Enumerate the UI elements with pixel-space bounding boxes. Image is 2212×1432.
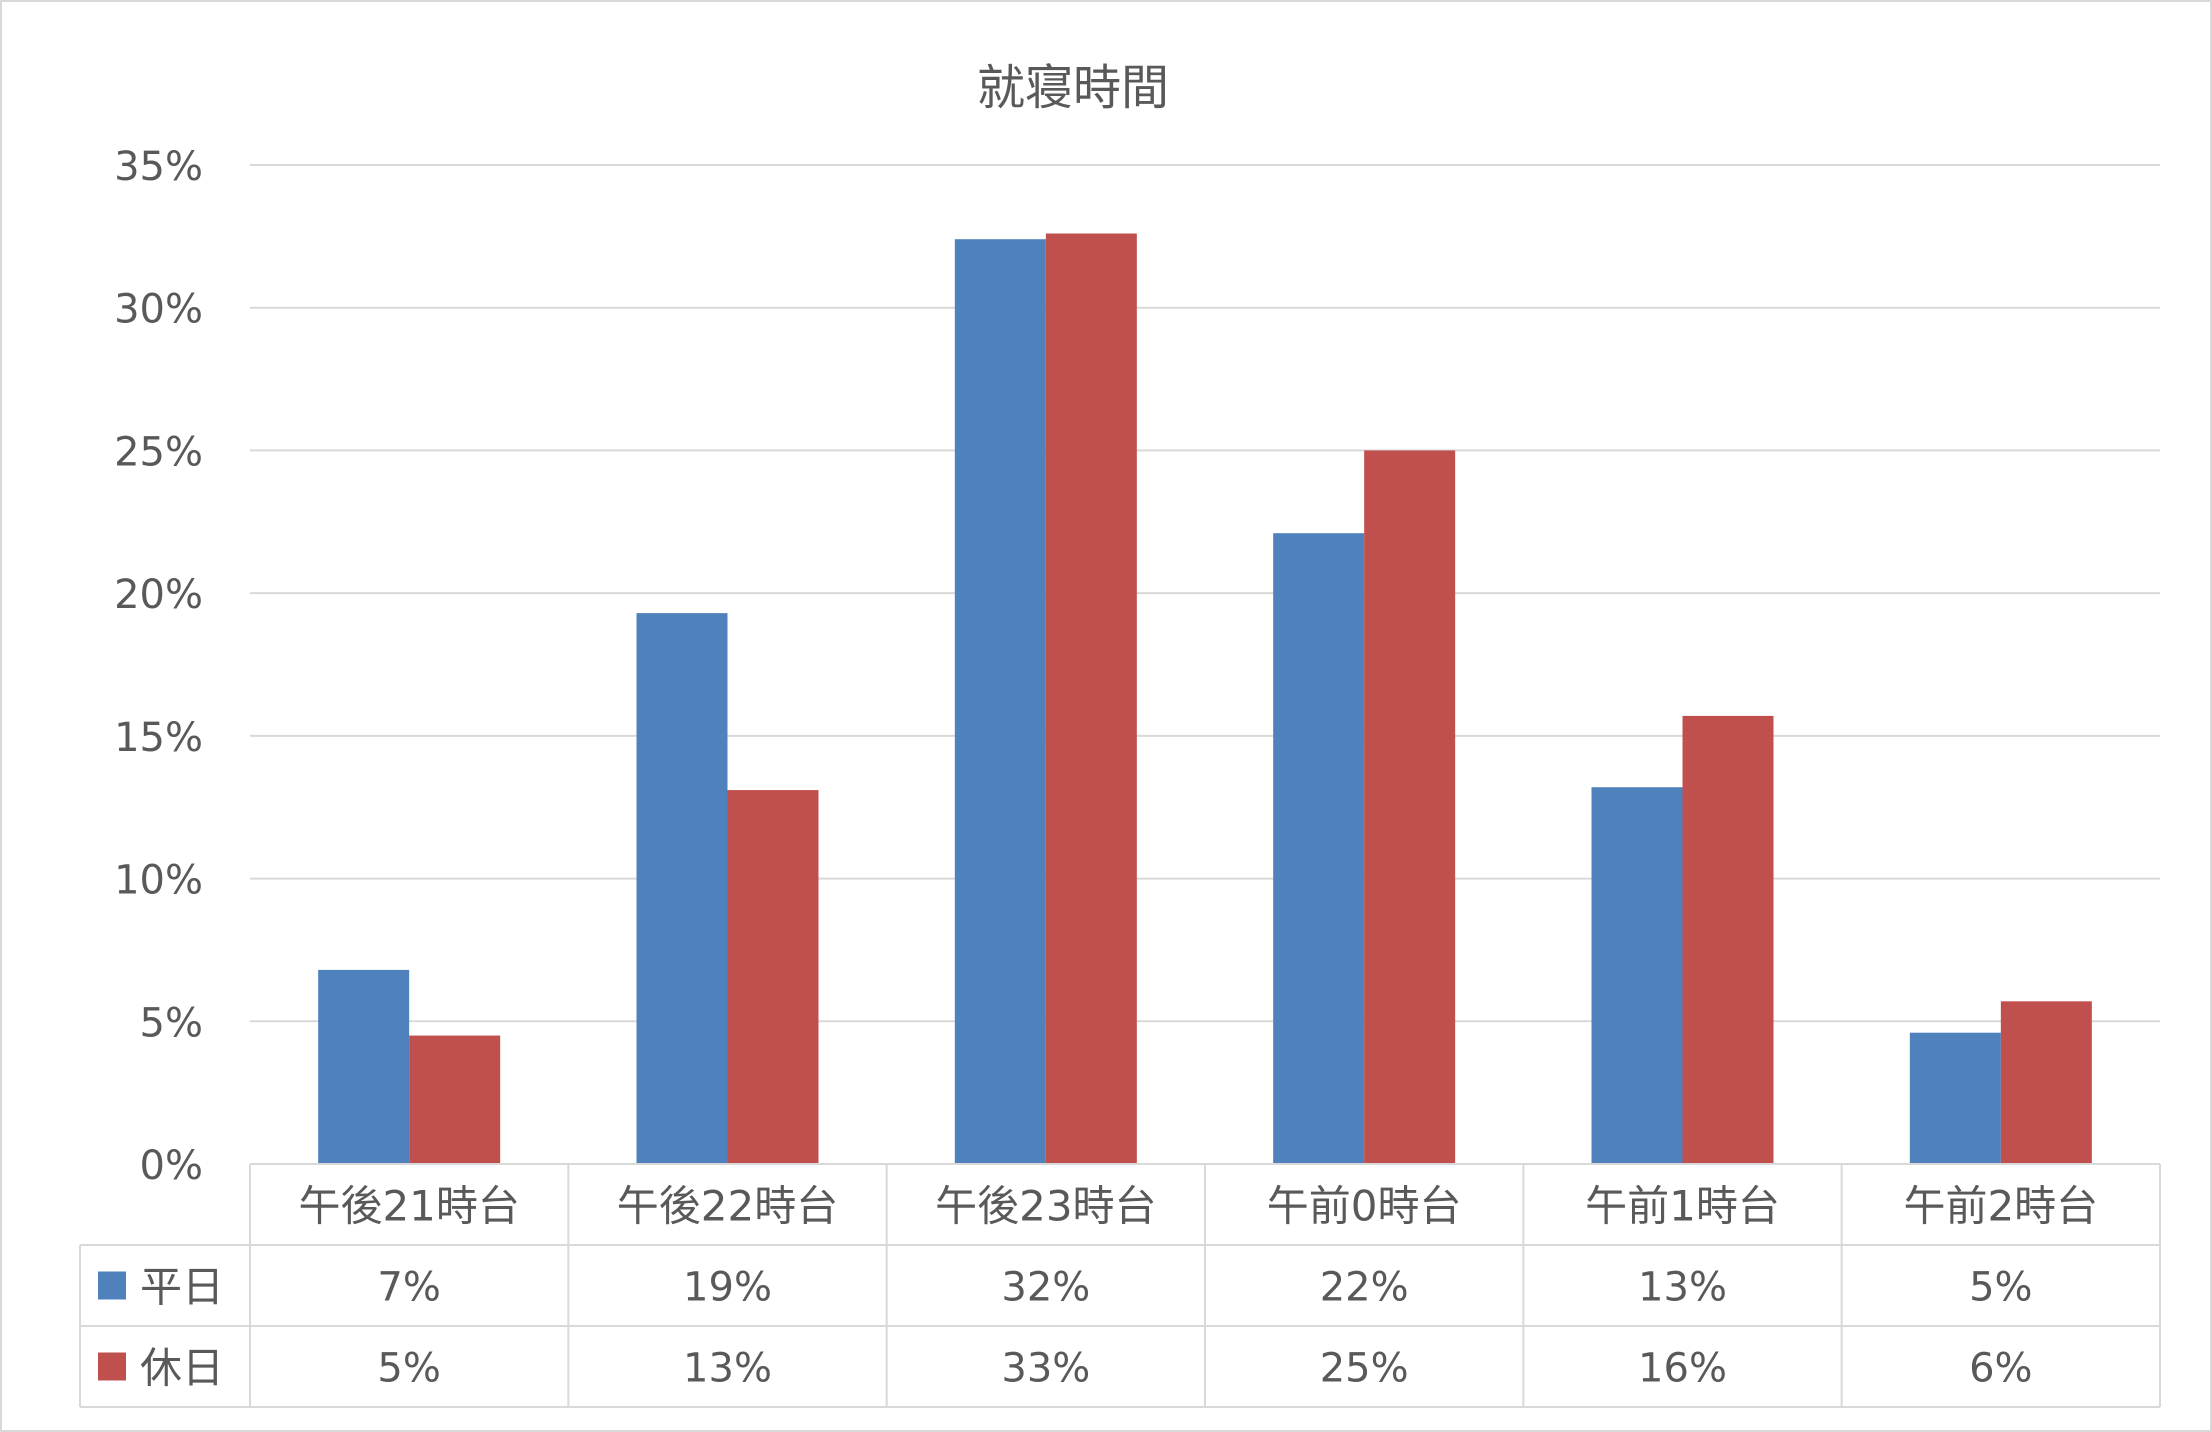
category-label: 午前1時台 (1585, 1182, 1780, 1231)
category-label: 午前0時台 (1267, 1182, 1462, 1231)
table-value: 22% (1320, 1265, 1409, 1311)
bar-holiday (409, 1035, 501, 1164)
bar-weekday (318, 969, 410, 1164)
bar-holiday (1045, 233, 1137, 1164)
bar-weekday (636, 613, 728, 1164)
table-value: 13% (1638, 1265, 1727, 1311)
series-name: 休日 (140, 1344, 224, 1393)
table-value: 32% (1001, 1265, 1090, 1311)
table-value: 33% (1001, 1346, 1090, 1392)
table-value: 19% (683, 1265, 772, 1311)
gridlines (250, 164, 2160, 1023)
bar-weekday (1591, 787, 1683, 1164)
table-value: 13% (683, 1346, 772, 1392)
y-tick-label: 0% (140, 1143, 203, 1189)
table-value: 6% (1969, 1346, 2032, 1392)
table-value: 5% (1969, 1265, 2032, 1311)
bar-holiday (2000, 1001, 2092, 1164)
y-tick-label: 25% (114, 429, 203, 475)
y-tick-label: 15% (114, 715, 203, 761)
bar-holiday (1682, 715, 1774, 1164)
bar-weekday (1909, 1032, 2001, 1164)
bar-weekday (1273, 533, 1365, 1164)
bar-weekday (954, 239, 1046, 1164)
y-tick-label: 35% (114, 144, 203, 190)
y-tick-label: 10% (114, 858, 203, 904)
y-tick-label: 20% (114, 572, 203, 618)
bar-holiday (727, 790, 819, 1164)
bars (318, 233, 2092, 1164)
series-name: 平日 (140, 1263, 224, 1312)
category-label: 午後22時台 (617, 1182, 838, 1231)
table-value: 25% (1320, 1346, 1409, 1392)
y-axis-tick-labels: 0% 5% 10% 15% 20% 25% 30% 35% (114, 144, 203, 1189)
table-value: 7% (377, 1265, 440, 1311)
table-value: 5% (377, 1346, 440, 1392)
category-label: 午後21時台 (298, 1182, 519, 1231)
category-label: 午後23時台 (935, 1182, 1156, 1231)
y-tick-label: 30% (114, 287, 203, 333)
bar-holiday (1364, 450, 1456, 1164)
legend-key-holiday (98, 1352, 126, 1381)
category-label: 午前2時台 (1903, 1182, 2098, 1231)
legend-key-weekday (98, 1271, 126, 1300)
chart-title: 就寝時間 (977, 60, 1169, 116)
table-value: 16% (1638, 1346, 1727, 1392)
y-tick-label: 5% (140, 1000, 203, 1046)
